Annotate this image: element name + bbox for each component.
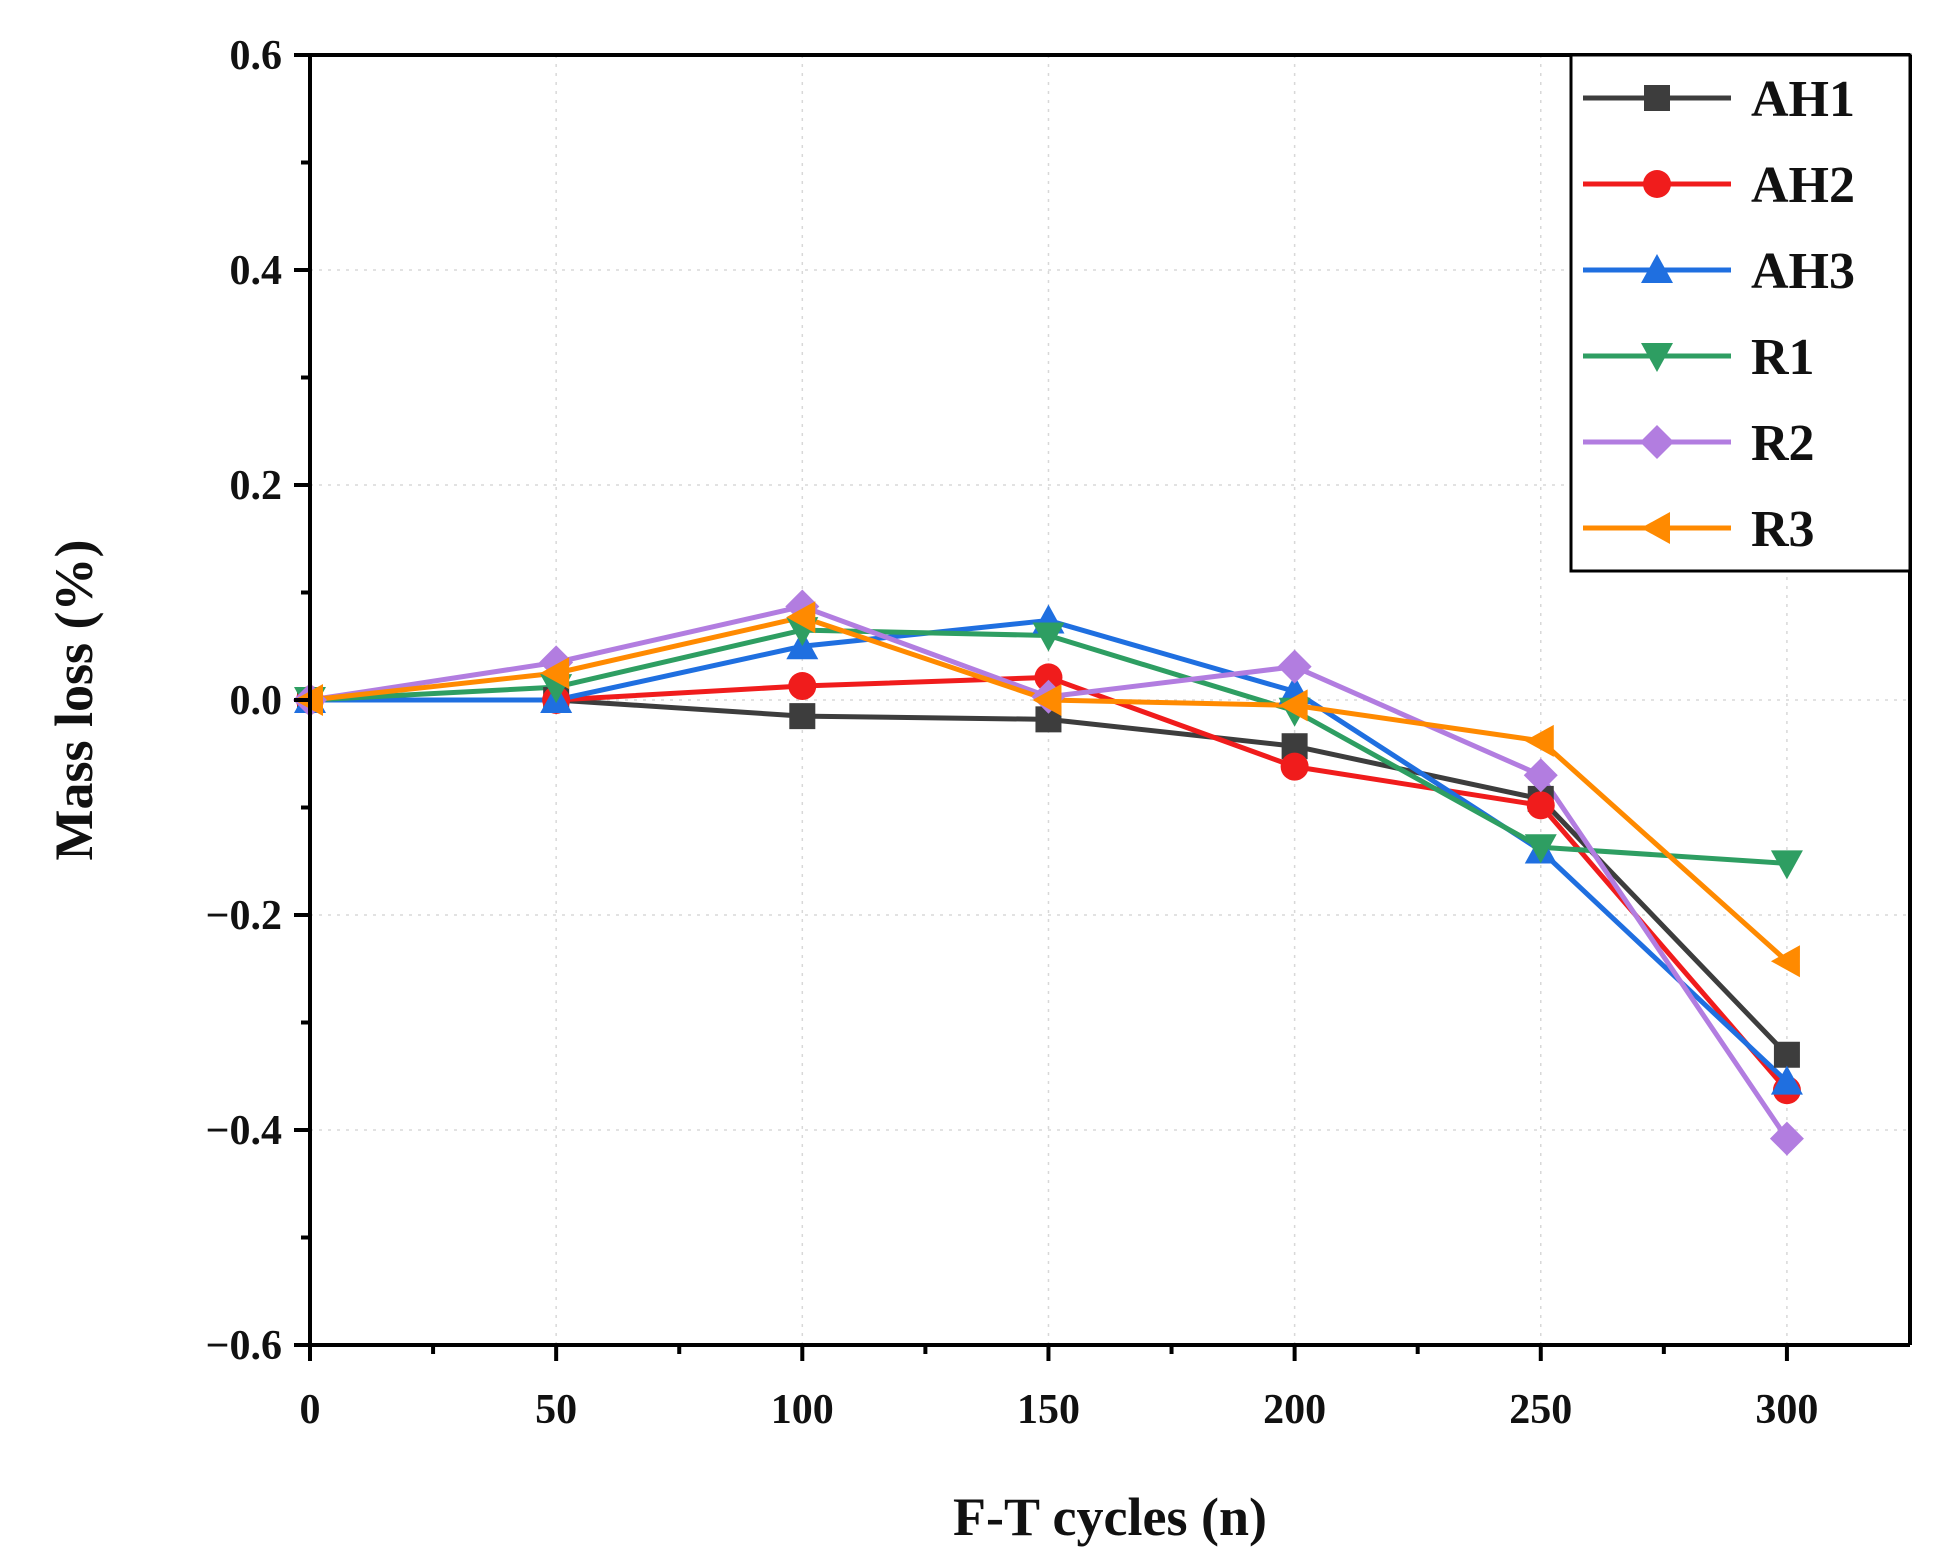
data-point-ah1 <box>789 703 816 730</box>
x-tick-label: 200 <box>1263 1387 1326 1433</box>
legend-marker-r2 <box>1640 425 1674 459</box>
y-tick-label: 0.2 <box>230 463 283 509</box>
legend-marker-ah1 <box>1644 85 1670 111</box>
data-point-ah2 <box>788 672 817 701</box>
y-tick-label: −0.2 <box>206 893 282 939</box>
data-point-r1 <box>1524 834 1557 864</box>
legend-marker-ah3 <box>1641 254 1673 283</box>
y-tick-label: 0.6 <box>230 33 283 79</box>
data-point-ah3 <box>1770 1065 1803 1095</box>
data-point-r1 <box>1770 850 1803 880</box>
x-tick-label: 100 <box>771 1387 834 1433</box>
data-point-r2 <box>1277 649 1312 684</box>
x-tick-label: 0 <box>300 1387 321 1433</box>
data-point-r3 <box>1770 945 1800 978</box>
y-axis-title: Mass loss (%) <box>44 540 104 861</box>
legend-label-ah1: AH1 <box>1751 71 1855 128</box>
legend-box <box>1569 53 1912 573</box>
legend-label-r1: R1 <box>1751 329 1815 386</box>
data-point-ah1 <box>1773 1041 1800 1068</box>
legend-item-ah1: AH1 <box>1583 71 1855 128</box>
data-point-r1 <box>1032 622 1065 652</box>
y-tick-label: −0.4 <box>206 1108 282 1154</box>
x-tick-label: 250 <box>1509 1387 1572 1433</box>
series-markers <box>293 589 1804 1156</box>
legend-marker-ah2 <box>1643 170 1671 198</box>
data-point-r3 <box>786 601 816 634</box>
legend-label-ah3: AH3 <box>1751 243 1855 300</box>
legend-item-ah2: AH2 <box>1583 157 1855 214</box>
ticks: 0 50 100 150 200 250 300 −0.6 −0.4 −0.2 0.0 0.2 0.4 0… <box>206 33 1819 1433</box>
x-tick-label: 50 <box>535 1387 577 1433</box>
legend-label-r2: R2 <box>1751 415 1815 472</box>
legend-item-r1: R1 <box>1583 329 1815 386</box>
x-axis-title: F-T cycles (n) <box>953 1487 1267 1547</box>
legend-marker-r1 <box>1641 343 1673 372</box>
legend-item-r3: R3 <box>1583 501 1815 558</box>
legend: AH1 AH2 AH3 R1 R2 R3 <box>1569 53 1912 573</box>
y-tick-label: 0.4 <box>230 248 283 294</box>
data-point-ah2 <box>1280 752 1309 781</box>
data-point-r2 <box>1523 758 1558 793</box>
data-point-r3 <box>540 657 570 690</box>
x-tick-label: 150 <box>1017 1387 1080 1433</box>
legend-label-r3: R3 <box>1751 501 1815 558</box>
y-tick-label: −0.6 <box>206 1323 282 1369</box>
legend-marker-r3 <box>1641 512 1670 544</box>
y-tick-label: 0.0 <box>230 678 283 724</box>
data-point-r3 <box>1032 684 1062 716</box>
data-point-r3 <box>1278 689 1308 722</box>
data-point-ah2 <box>1034 663 1063 692</box>
data-point-r2 <box>1769 1121 1804 1156</box>
data-point-ah2 <box>1526 791 1555 820</box>
data-point-r3 <box>1524 724 1554 757</box>
legend-item-r2: R2 <box>1583 415 1815 472</box>
legend-label-ah2: AH2 <box>1751 157 1855 214</box>
x-tick-label: 300 <box>1755 1387 1818 1433</box>
legend-item-ah3: AH3 <box>1583 243 1855 300</box>
